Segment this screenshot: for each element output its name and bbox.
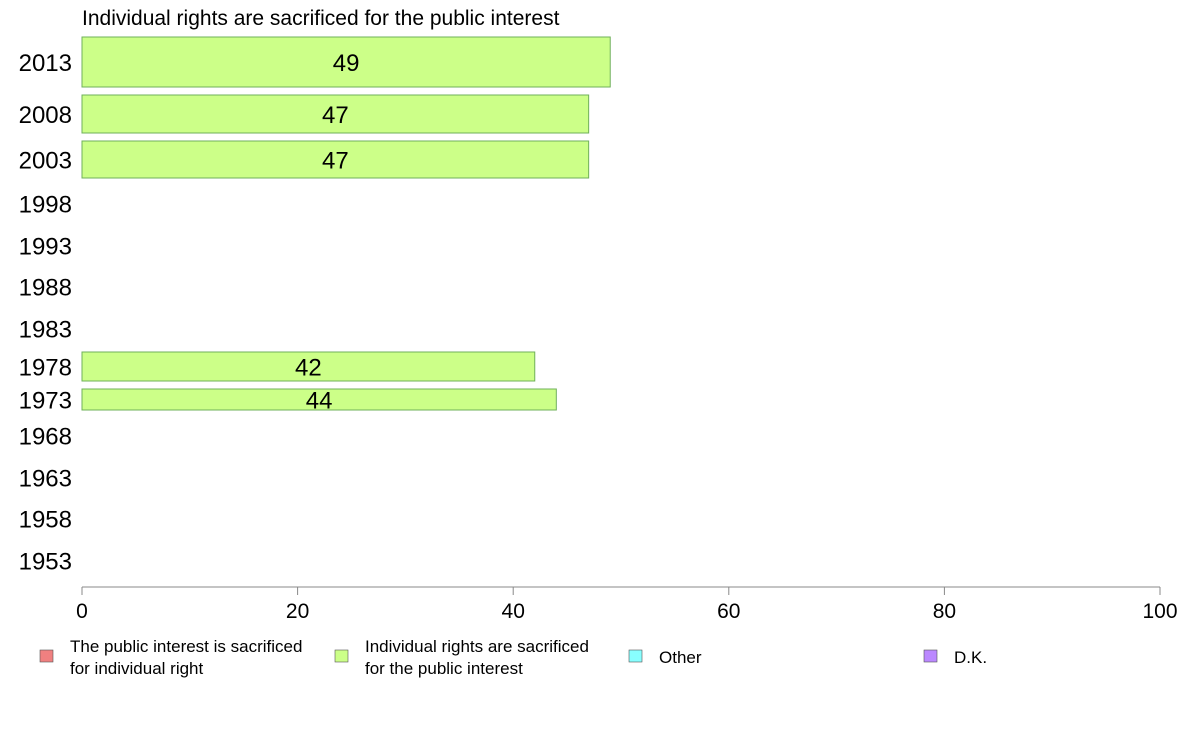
year-label-1963: 1963 [19, 466, 72, 493]
year-label-1988: 1988 [19, 275, 72, 302]
x-axis: 0 20 40 60 80 100 [76, 586, 1178, 623]
bar-2013 [81, 36, 611, 88]
year-label-1953: 1953 [19, 549, 72, 576]
legend: The public interest is sacrificed for ind… [39, 637, 987, 678]
bar-1973 [81, 388, 557, 411]
bar-value-label-1973: 44 [306, 388, 333, 415]
bars-group: 49 47 47 42 44 [81, 36, 611, 415]
legend-label-3-line-0: D.K. [954, 648, 987, 667]
legend-swatch-0 [39, 649, 54, 663]
x-tick-label-100: 100 [1142, 600, 1177, 623]
legend-label-0-line-0: The public interest is sacrificed [70, 637, 302, 656]
x-tick-label-40: 40 [502, 600, 525, 623]
year-labels: 2013 2008 2003 1998 1993 1988 1983 1978 1973 1968… [19, 50, 72, 576]
x-tick-label-80: 80 [933, 600, 956, 623]
bar-2003 [81, 140, 590, 179]
year-label-2013: 2013 [19, 50, 72, 77]
legend-swatch-1 [334, 649, 349, 663]
year-label-2003: 2003 [19, 148, 72, 175]
year-label-1998: 1998 [19, 192, 72, 219]
bar-value-label-2008: 47 [322, 102, 349, 129]
year-label-1978: 1978 [19, 355, 72, 382]
year-label-1983: 1983 [19, 317, 72, 344]
x-tick-label-60: 60 [717, 600, 740, 623]
legend-swatch-2 [628, 649, 643, 663]
bar-1978 [81, 351, 536, 382]
year-label-1973: 1973 [19, 388, 72, 415]
year-label-1993: 1993 [19, 234, 72, 261]
legend-label-0-line-1: for individual right [70, 659, 204, 678]
year-label-1958: 1958 [19, 507, 72, 534]
legend-label-2-line-0: Other [659, 648, 702, 667]
legend-label-1-line-1: for the public interest [365, 659, 523, 678]
year-label-2008: 2008 [19, 102, 72, 129]
x-tick-label-20: 20 [286, 600, 309, 623]
year-label-1968: 1968 [19, 424, 72, 451]
x-tick-label-0: 0 [76, 600, 88, 623]
legend-label-1-line-0: Individual rights are sacrificed [365, 637, 589, 656]
bar-value-label-1978: 42 [295, 355, 322, 382]
bar-value-label-2003: 47 [322, 148, 349, 175]
bar-value-label-2013: 49 [333, 50, 360, 77]
bar-2008 [81, 94, 590, 134]
legend-swatch-3 [923, 649, 938, 663]
chart-title: Individual rights are sacrificed for the… [82, 7, 560, 30]
